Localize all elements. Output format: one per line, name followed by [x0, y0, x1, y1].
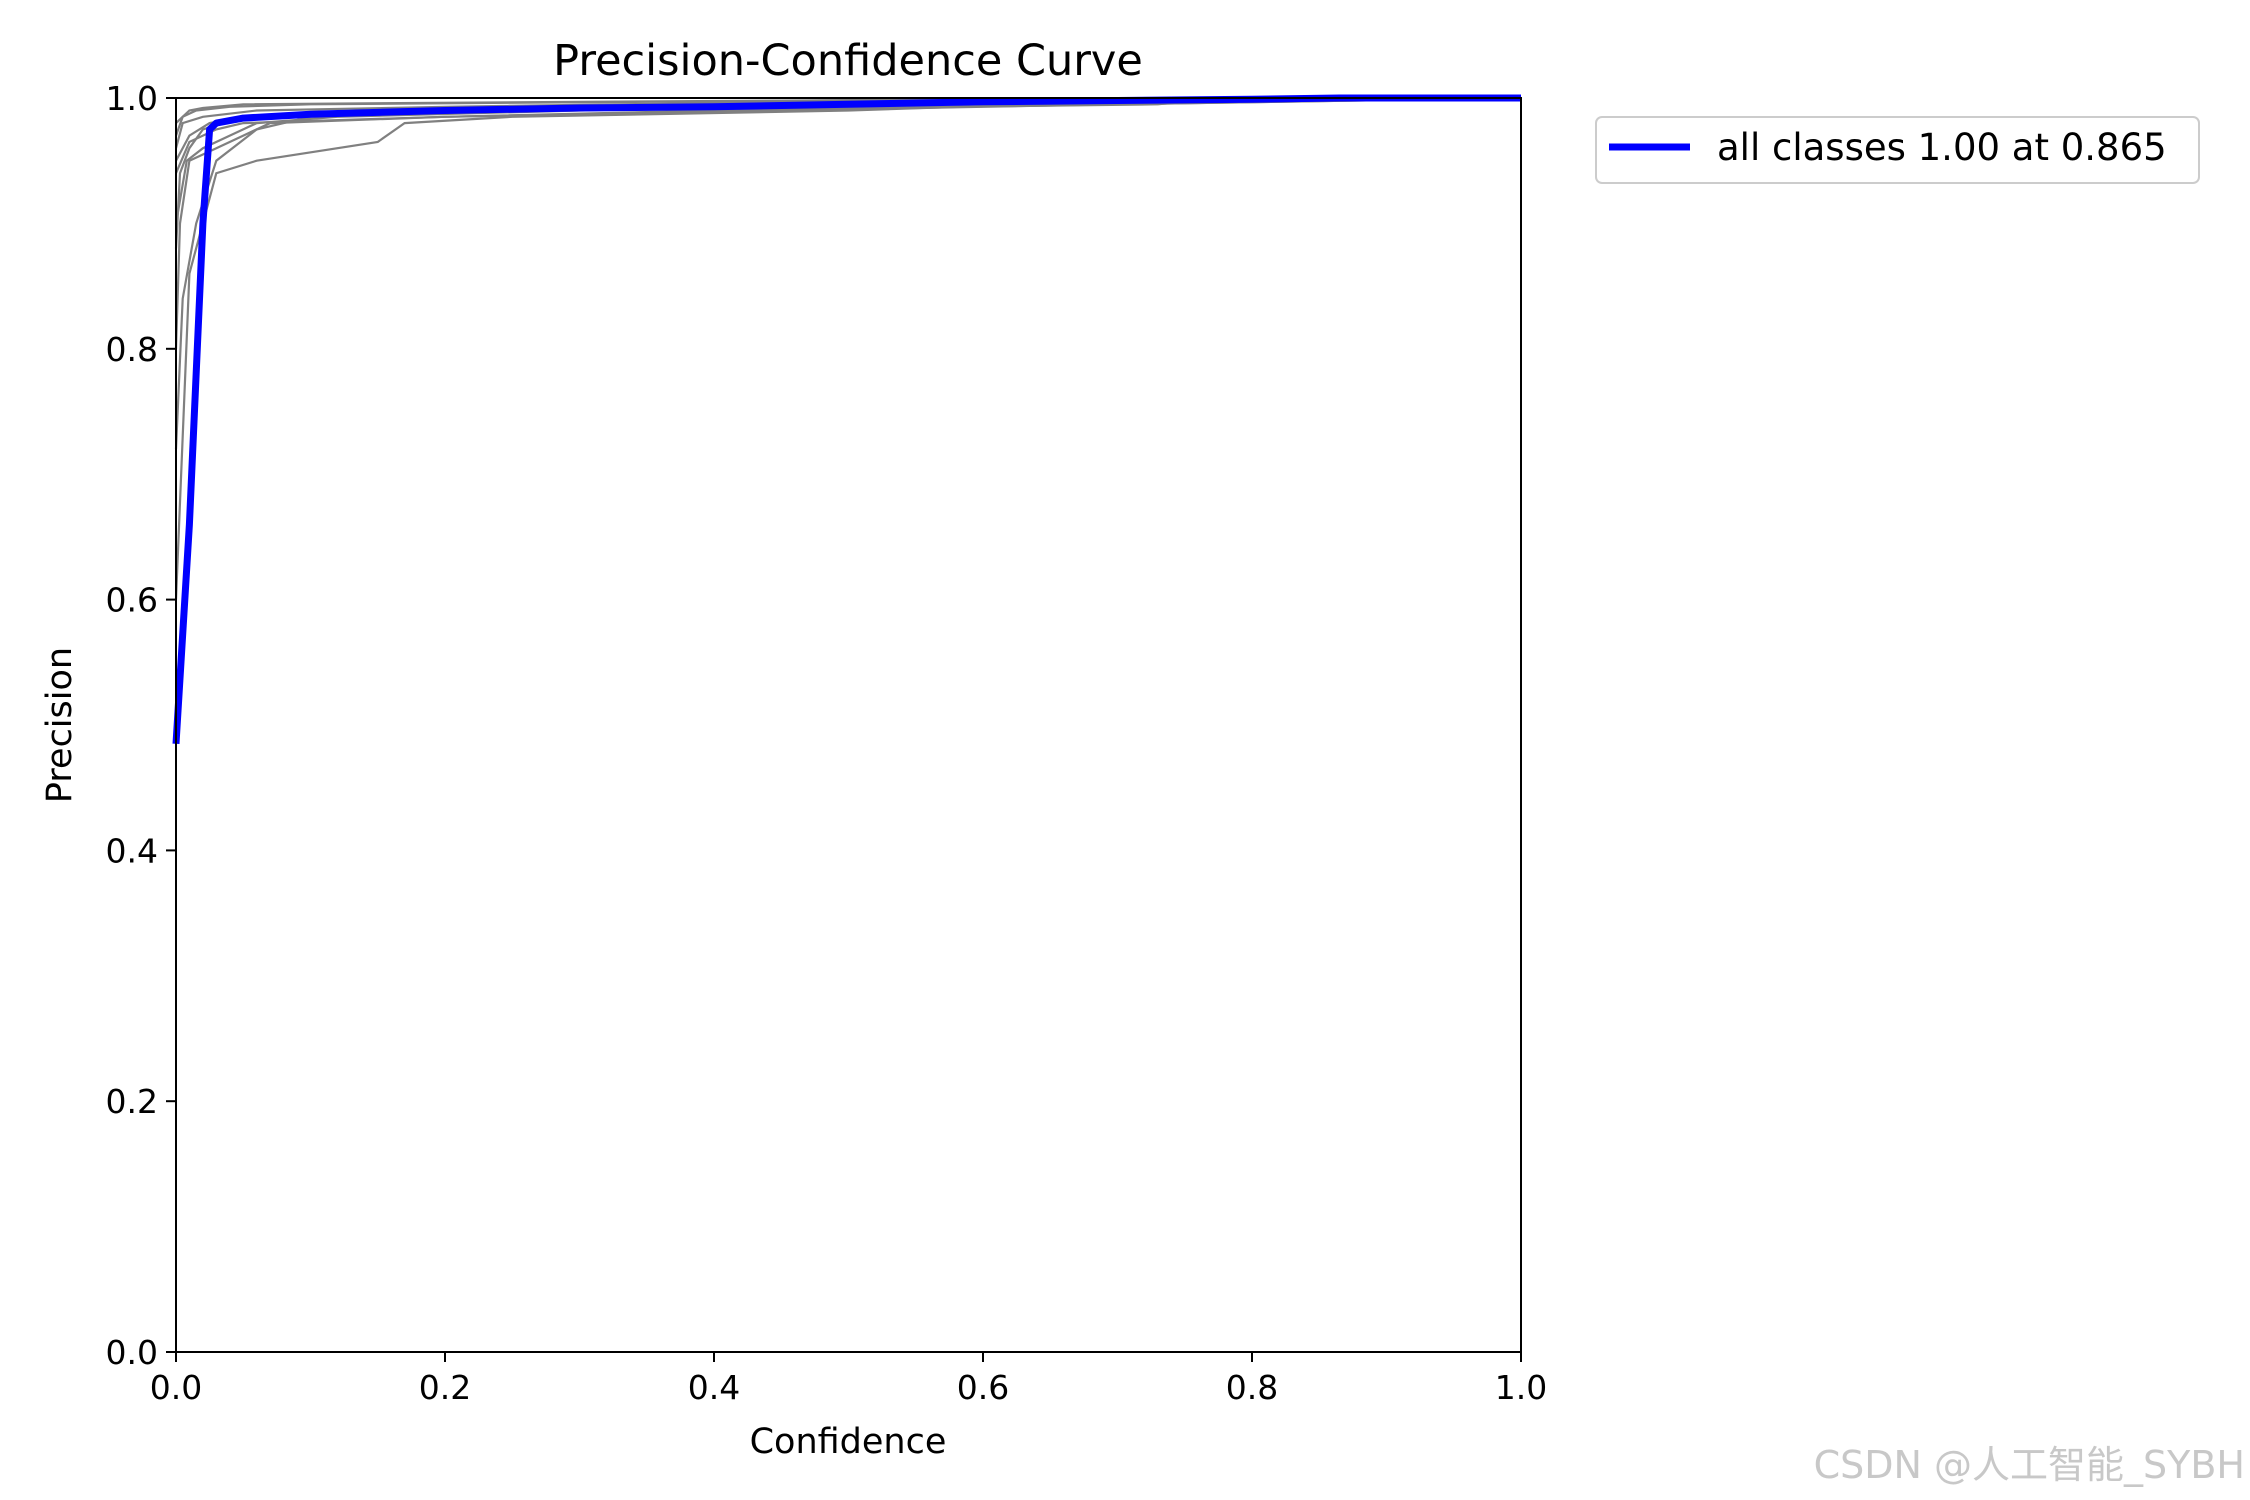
y-tick-label: 1.0 — [106, 79, 158, 118]
plot-frame — [175, 97, 1522, 1353]
x-tick-label: 0.6 — [957, 1368, 1009, 1407]
x-tick-label: 0.8 — [1226, 1368, 1278, 1407]
x-tick-label: 0.0 — [150, 1368, 202, 1407]
y-tick-label: 0.6 — [106, 581, 158, 620]
class-curve-9 — [174, 96, 1522, 349]
chart-title: Precision-Confidence Curve — [553, 36, 1143, 86]
legend-box — [1595, 116, 2200, 184]
y-axis-label: Precision — [40, 647, 80, 803]
y-tick-label: 0.8 — [106, 330, 158, 369]
x-axis-ticks: 0.0 0.2 0.4 0.6 0.8 1.0 — [150, 1352, 1547, 1407]
legend: all classes 1.00 at 0.865 — [1595, 116, 2200, 184]
all-classes-curves — [172, 94, 1521, 745]
x-tick-label: 0.4 — [688, 1368, 740, 1407]
watermark: CSDN @人工智能_SYBH — [1814, 1443, 2245, 1487]
x-tick-label: 0.2 — [419, 1368, 471, 1407]
x-tick-label: 1.0 — [1495, 1368, 1547, 1407]
legend-entry-label: all classes 1.00 at 0.865 — [1717, 126, 2167, 169]
y-tick-label: 0.0 — [106, 1333, 158, 1372]
y-tick-label: 0.4 — [106, 831, 158, 870]
y-tick-label: 0.2 — [106, 1082, 158, 1121]
series-line-all-classes — [172, 94, 1521, 745]
x-axis-label: Confidence — [750, 1422, 947, 1462]
y-axis-ticks: 0.0 0.2 0.4 0.6 0.8 1.0 — [106, 79, 176, 1372]
